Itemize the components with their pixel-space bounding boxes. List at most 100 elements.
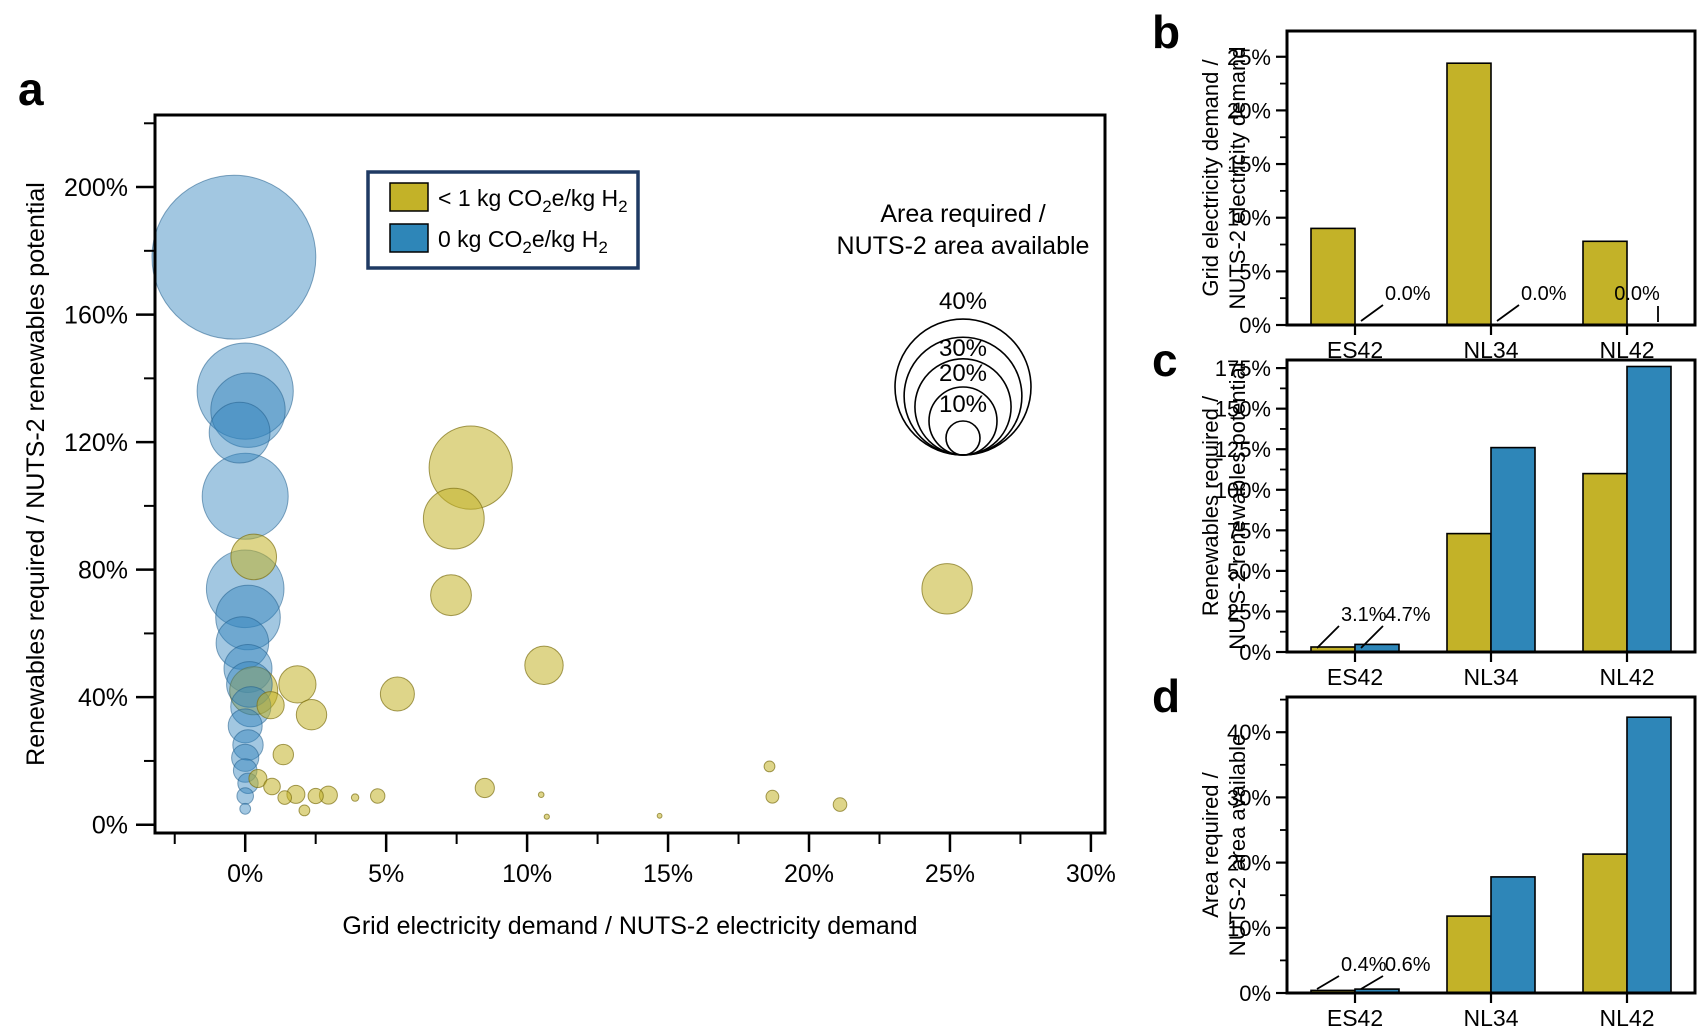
bubble-blue — [210, 372, 286, 448]
bubble-yellow — [248, 769, 268, 788]
legend-swatch-blue — [389, 223, 429, 253]
bubble-blue — [232, 729, 264, 761]
size-legend: Area required / NUTS-2 area available 40% 3… — [837, 200, 1090, 456]
y-axis-title-line: Renewables required / — [1198, 395, 1223, 616]
y-tick-label: 175% — [1215, 356, 1271, 381]
y-tick-label: 120% — [64, 429, 128, 457]
y-tick-label: 125% — [1215, 437, 1271, 462]
y-tick-label: 0% — [1239, 981, 1271, 1006]
y-tick-label: 5% — [1239, 259, 1271, 284]
y-tick-label: 75% — [1227, 518, 1271, 543]
bubble-yellow — [295, 699, 328, 731]
bubble-yellow — [277, 790, 293, 805]
size-legend-value: 30% — [939, 335, 987, 362]
bubble-yellow — [272, 743, 294, 766]
y-tick-label: 0% — [1239, 313, 1271, 338]
x-axis-title: Grid electricity demand / NUTS-2 electri… — [342, 912, 917, 940]
panel-a-frame — [153, 113, 1107, 835]
y-axis-title-line: Area required / — [1198, 771, 1223, 917]
size-legend-value: 10% — [939, 391, 987, 418]
size-legend-title: NUTS-2 area available — [837, 232, 1090, 260]
x-tick-label: 25% — [925, 860, 975, 888]
y-tick-label: 40% — [1227, 720, 1271, 745]
bar-nl42-blue — [1626, 716, 1672, 994]
bar-nl42-yellow — [1582, 853, 1628, 994]
bar-nl42-yellow — [1582, 472, 1628, 653]
bubble-yellow — [543, 813, 550, 820]
bubble-yellow — [763, 760, 776, 773]
category-label-nl42: NL42 — [1600, 664, 1655, 690]
y-tick-label: 25% — [1227, 599, 1271, 624]
y-tick-label: 150% — [1215, 397, 1271, 422]
bubble-yellow — [921, 563, 973, 615]
bar-nl34-yellow — [1446, 532, 1492, 653]
bubble-yellow — [537, 791, 545, 799]
bubble-yellow — [422, 487, 485, 550]
bubble-yellow — [765, 789, 780, 804]
annotation-leader — [1360, 975, 1384, 990]
y-tick-label: 10% — [1227, 206, 1271, 231]
size-legend-value: 40% — [939, 288, 987, 315]
bubble-yellow — [256, 691, 285, 720]
panel-a-label: a — [18, 63, 44, 115]
size-legend-value: 20% — [939, 360, 987, 387]
y-tick-label: 200% — [64, 174, 128, 202]
x-tick-label: 30% — [1066, 860, 1116, 888]
annotation-leader — [1360, 625, 1384, 649]
y-tick-label: 30% — [1227, 785, 1271, 810]
bubble-yellow — [350, 793, 360, 802]
bar-nl34-blue — [1490, 446, 1536, 653]
y-tick-label: 10% — [1227, 916, 1271, 941]
annotation-leader — [1360, 304, 1384, 322]
size-legend-title: Area required / — [880, 200, 1045, 228]
y-tick-label: 160% — [64, 302, 128, 330]
bubble-blue — [151, 174, 317, 340]
category-label-nl42: NL42 — [1600, 1005, 1655, 1031]
y-tick-label: 0% — [92, 812, 128, 840]
y-tick-label: 20% — [1227, 851, 1271, 876]
y-axis-title-line: NUTS-2 renewables potential — [1225, 362, 1250, 649]
bubble-blue — [208, 401, 271, 464]
y-tick-label: 20% — [1227, 98, 1271, 123]
bar-nl34-yellow — [1446, 915, 1492, 994]
category-label-es42: ES42 — [1327, 664, 1383, 690]
y-axis-title-line: NUTS-2 area available — [1225, 734, 1250, 957]
bubble-yellow — [524, 645, 564, 685]
annotation-leader — [1316, 625, 1340, 649]
bubble-layer — [151, 174, 973, 820]
x-tick-label: 15% — [643, 860, 693, 888]
panel-c-bar-chart: c 0% 25% 50% 75% 100% 125% 150% 175% ES42 NL34 NL42… — [1152, 334, 1697, 690]
bubble-yellow — [474, 777, 495, 799]
y-tick-label: 80% — [78, 557, 128, 585]
bubble-blue — [201, 452, 289, 540]
y-tick-label: 40% — [78, 684, 128, 712]
bubble-yellow — [370, 788, 386, 804]
bubble-yellow — [307, 787, 324, 805]
x-tick-label: 10% — [502, 860, 552, 888]
legend-swatch-yellow — [389, 182, 429, 212]
bubble-yellow — [263, 777, 281, 796]
legend-entry-label: < 1 kg CO2e/kg H2 — [438, 185, 628, 216]
annotation-leader — [1316, 975, 1340, 990]
panel-a-bubble-chart: a 0% 5% 10% 15% 20% 25% 30% 0% 40% 80% 120% 160% 200%… — [18, 63, 1116, 940]
bubble-yellow — [656, 812, 663, 819]
bar-nl34-yellow — [1446, 62, 1492, 326]
bubble-blue — [236, 787, 254, 805]
category-label-nl34: NL34 — [1464, 664, 1519, 690]
bubble-yellow — [430, 574, 472, 617]
y-tick-label: 50% — [1227, 559, 1271, 584]
y-tick-label: 15% — [1227, 152, 1271, 177]
y-tick-label: 100% — [1215, 478, 1271, 503]
bubble-yellow — [278, 665, 317, 704]
bar-es42-yellow — [1310, 227, 1356, 326]
bar-nl42-blue — [1626, 365, 1672, 653]
panel-b-label: b — [1152, 6, 1180, 58]
bubble-yellow — [298, 804, 311, 817]
x-tick-label: 0% — [227, 860, 263, 888]
bubble-yellow — [832, 797, 848, 812]
panel-d-bar-chart: d 0% 10% 20% 30% 40% ES42 NL34 NL42 Area required… — [1152, 670, 1697, 1031]
x-tick-label: 20% — [784, 860, 834, 888]
category-label-es42: ES42 — [1327, 1005, 1383, 1031]
